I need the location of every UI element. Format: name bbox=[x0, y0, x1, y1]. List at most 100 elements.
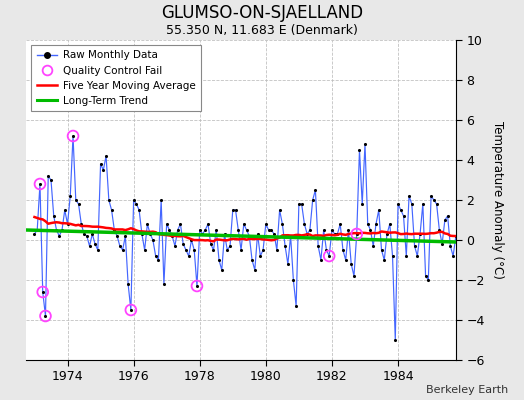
Point bbox=[121, 233, 129, 239]
Point bbox=[482, 233, 490, 239]
Point bbox=[140, 247, 149, 253]
Point bbox=[452, 233, 460, 239]
Point bbox=[353, 231, 361, 237]
Point bbox=[397, 207, 405, 213]
Point bbox=[248, 257, 256, 263]
Point bbox=[355, 147, 364, 153]
Point bbox=[446, 243, 454, 249]
Point bbox=[496, 227, 504, 233]
Point bbox=[314, 243, 322, 249]
Point bbox=[118, 247, 127, 253]
Point bbox=[435, 227, 443, 233]
Point bbox=[303, 231, 311, 237]
Point bbox=[501, 233, 510, 239]
Point bbox=[217, 267, 226, 273]
Point bbox=[127, 307, 135, 313]
Point bbox=[353, 231, 361, 237]
Point bbox=[201, 227, 210, 233]
Point bbox=[171, 243, 179, 249]
Point bbox=[487, 253, 496, 259]
Point bbox=[265, 227, 273, 233]
Point bbox=[259, 247, 267, 253]
Point bbox=[305, 227, 314, 233]
Point bbox=[283, 261, 292, 267]
Point bbox=[52, 227, 61, 233]
Point bbox=[243, 227, 251, 233]
Point bbox=[206, 241, 215, 247]
Point bbox=[449, 253, 457, 259]
Point bbox=[410, 243, 419, 249]
Point bbox=[61, 207, 69, 213]
Point bbox=[336, 221, 344, 227]
Point bbox=[36, 181, 44, 187]
Point bbox=[91, 241, 99, 247]
Point bbox=[468, 241, 477, 247]
Point bbox=[347, 261, 355, 267]
Point bbox=[405, 193, 413, 199]
Point bbox=[193, 283, 201, 289]
Point bbox=[127, 307, 135, 313]
Point bbox=[149, 237, 157, 243]
Point bbox=[278, 221, 287, 227]
Point bbox=[287, 233, 295, 239]
Point bbox=[471, 217, 479, 223]
Point bbox=[162, 221, 171, 227]
Text: GLUMSO-ON-SJAELLAND: GLUMSO-ON-SJAELLAND bbox=[161, 4, 363, 22]
Point bbox=[430, 197, 438, 203]
Point bbox=[234, 227, 243, 233]
Point bbox=[364, 221, 372, 227]
Point bbox=[427, 193, 435, 199]
Point bbox=[41, 313, 50, 319]
Point bbox=[416, 231, 424, 237]
Point bbox=[228, 207, 237, 213]
Point bbox=[272, 247, 281, 253]
Point bbox=[311, 187, 320, 193]
Point bbox=[276, 207, 284, 213]
Point bbox=[204, 221, 212, 227]
Point bbox=[77, 221, 85, 227]
Point bbox=[325, 253, 333, 259]
Point bbox=[154, 257, 162, 263]
Point bbox=[63, 221, 72, 227]
Point bbox=[402, 253, 410, 259]
Point bbox=[30, 231, 39, 237]
Point bbox=[80, 231, 88, 237]
Point bbox=[129, 197, 138, 203]
Point bbox=[138, 231, 146, 237]
Point bbox=[421, 273, 430, 279]
Point bbox=[460, 221, 468, 227]
Point bbox=[39, 289, 47, 295]
Y-axis label: Temperature Anomaly (°C): Temperature Anomaly (°C) bbox=[491, 121, 504, 279]
Point bbox=[493, 227, 501, 233]
Point bbox=[190, 247, 199, 253]
Point bbox=[366, 227, 375, 233]
Point bbox=[85, 243, 94, 249]
Point bbox=[457, 253, 466, 259]
Point bbox=[339, 247, 347, 253]
Point bbox=[179, 241, 188, 247]
Point bbox=[388, 253, 397, 259]
Point bbox=[424, 277, 432, 283]
Point bbox=[66, 193, 74, 199]
Point bbox=[94, 247, 102, 253]
Point bbox=[408, 201, 416, 207]
Point bbox=[419, 201, 427, 207]
Point bbox=[298, 201, 306, 207]
Point bbox=[358, 201, 366, 207]
Point bbox=[83, 233, 91, 239]
Point bbox=[261, 221, 270, 227]
Point bbox=[74, 201, 83, 207]
Point bbox=[212, 227, 221, 233]
Point bbox=[292, 303, 300, 309]
Point bbox=[88, 231, 96, 237]
Point bbox=[58, 227, 66, 233]
Point bbox=[165, 227, 173, 233]
Point bbox=[375, 207, 383, 213]
Point bbox=[36, 181, 44, 187]
Point bbox=[270, 231, 278, 237]
Point bbox=[325, 253, 333, 259]
Point bbox=[256, 253, 265, 259]
Point bbox=[173, 227, 182, 233]
Point bbox=[320, 227, 328, 233]
Point bbox=[195, 227, 204, 233]
